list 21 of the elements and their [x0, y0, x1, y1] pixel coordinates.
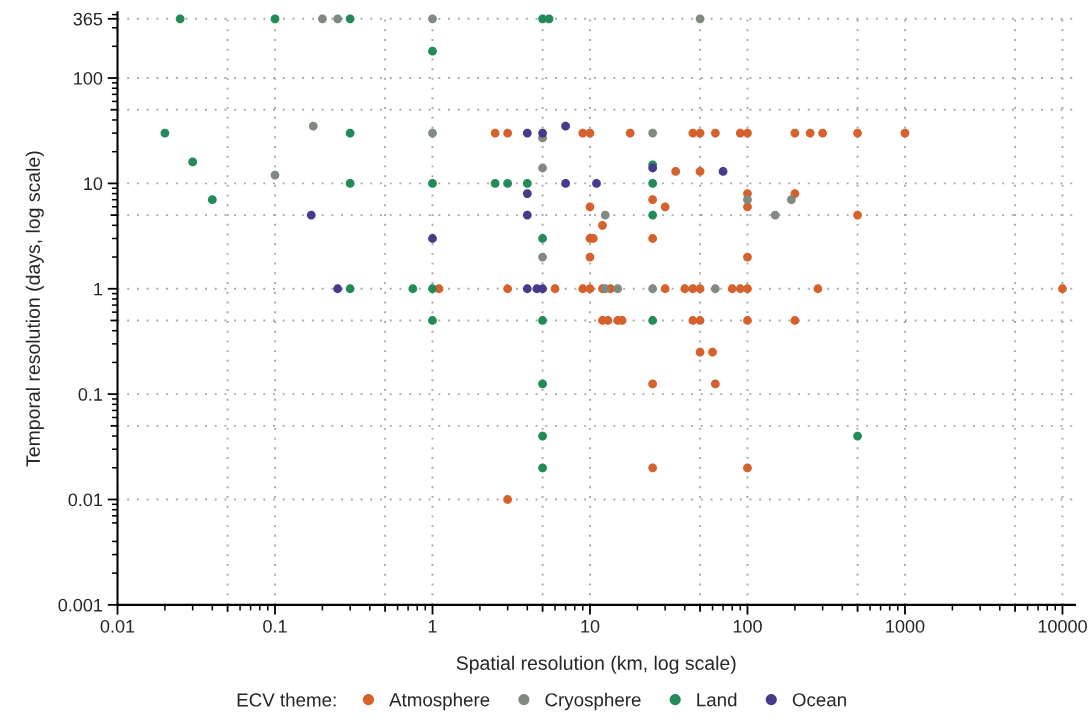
- legend-label: Cryosphere: [545, 692, 641, 711]
- y-tick-label: 10: [84, 177, 103, 191]
- legend-label: Ocean: [792, 693, 846, 707]
- y-tick-label: 1: [94, 282, 103, 296]
- legend-label: Atmosphere: [389, 692, 490, 711]
- x-tick-label: 0.01: [100, 619, 135, 633]
- x-tick-label: 0.1: [263, 619, 287, 633]
- y-tick-label: 0.01: [68, 493, 103, 507]
- x-tick-label: 10: [581, 619, 600, 633]
- y-tick-label: 0.1: [78, 388, 103, 401]
- x-tick-label: 1: [428, 620, 437, 633]
- legend-label: Land: [697, 692, 737, 707]
- y-tick-label: 365: [73, 12, 103, 26]
- legend-title: ECV theme:: [237, 692, 336, 707]
- y-tick-label: 0.001: [58, 598, 103, 612]
- x-tick-label: 100: [733, 619, 762, 633]
- y-axis-title: Temporal resolution (days, log scale): [25, 151, 44, 467]
- y-tick-label: 100: [74, 71, 103, 85]
- x-tick-label: 10000: [1038, 619, 1087, 633]
- x-tick-label: 1000: [886, 619, 925, 633]
- x-axis-title: Spatial resolution (km, log scale): [456, 655, 736, 674]
